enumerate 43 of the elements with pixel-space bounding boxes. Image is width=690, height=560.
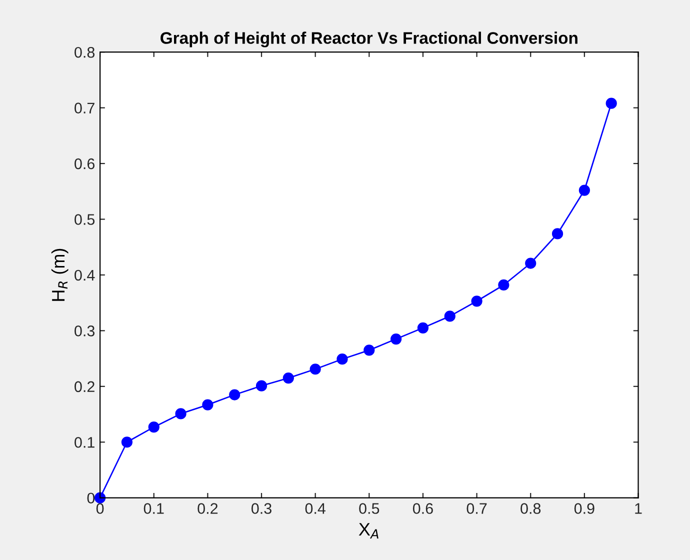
y-tick-label: 0.1 — [74, 436, 94, 448]
point — [175, 408, 186, 420]
point — [336, 354, 348, 365]
point — [525, 258, 536, 269]
point — [364, 344, 375, 356]
point — [121, 436, 133, 448]
point — [148, 422, 160, 433]
x-tick-label: 0.7 — [466, 503, 487, 514]
point — [606, 98, 617, 109]
x-tick-label: 0.1 — [144, 503, 164, 514]
x-tick-label: 0.8 — [520, 503, 541, 514]
x-tick-label: 0.3 — [251, 503, 272, 514]
y-tick-label: 0.4 — [74, 270, 95, 281]
point — [94, 492, 106, 504]
x-tick-label: 0.4 — [305, 503, 326, 514]
point — [498, 279, 510, 291]
point — [471, 296, 482, 307]
x-tick-label: 0.6 — [412, 503, 433, 514]
point — [390, 333, 402, 345]
point — [444, 310, 456, 322]
y-tick-label: 0.5 — [74, 214, 95, 225]
x-tick-label: 0 — [96, 503, 104, 514]
y-tick-label: 0.6 — [74, 158, 95, 170]
point — [578, 184, 590, 196]
point — [552, 228, 564, 240]
y-tick-label: 0.7 — [74, 102, 94, 114]
x-axis-title: X$_{A}$ — [358, 523, 378, 539]
y-tick-label: 0.2 — [74, 381, 94, 392]
point — [310, 364, 321, 375]
x-tick-label: 0.5 — [359, 503, 380, 514]
point — [202, 399, 214, 410]
y-tick-label: 0.8 — [74, 46, 95, 58]
y-axis-title: H$_{R}$ (m) — [51, 248, 68, 301]
point — [282, 372, 294, 384]
x-tick-label: 1 — [635, 503, 642, 514]
point — [256, 380, 268, 392]
point — [417, 322, 429, 334]
point — [229, 389, 240, 400]
y-tick-label: 0.3 — [74, 326, 95, 336]
x-tick-label: 0.9 — [574, 503, 594, 514]
x-tick-label: 0.2 — [198, 503, 218, 514]
chart-title: Graph of Height of Reactor Vs Fractional Conversion — [160, 32, 578, 48]
y-tick-label: 0 — [87, 492, 95, 504]
